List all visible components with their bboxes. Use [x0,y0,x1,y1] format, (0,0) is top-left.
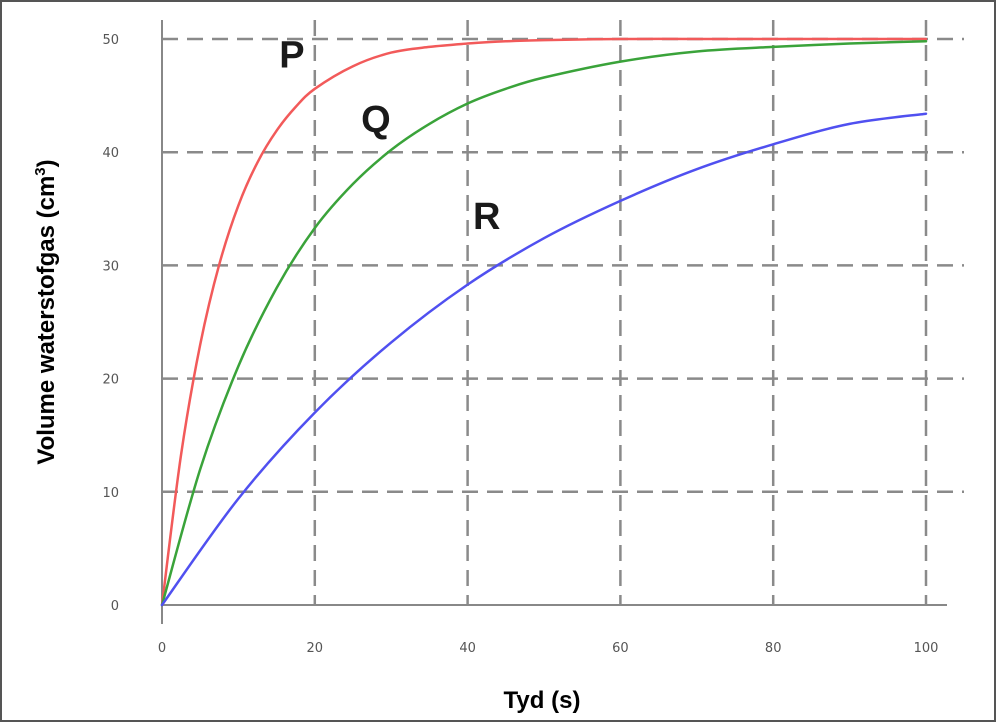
y-tick-label: 10 [102,486,119,501]
curve-label-r: R [473,196,500,238]
y-tick-label: 0 [111,599,119,614]
curve-label-q: Q [361,99,391,141]
curve-label-p: P [279,34,304,76]
x-tick-label: 60 [612,641,629,656]
x-tick-labels: 0 20 40 60 80 100 [158,641,939,656]
x-tick-label: 40 [459,641,476,656]
y-axis-title-superscript: 3 [32,167,49,175]
y-axis-title-close: ) [33,159,60,167]
curve-annotations: P Q R [279,34,500,238]
x-axis-title: Tyd (s) [504,687,581,714]
series-line-r [160,112,928,607]
y-axis-title-main: Volume waterstofgas (cm [33,176,60,465]
x-tick-label: 20 [307,641,324,656]
series-line-p [160,37,928,607]
series-lines [160,37,928,607]
grid-lines [162,20,964,605]
x-tick-label: 80 [765,641,782,656]
y-tick-labels: 0 10 20 30 40 50 [102,33,119,614]
x-tick-label: 100 [914,641,939,656]
series-line-q [160,40,928,607]
y-tick-label: 30 [102,259,119,274]
y-tick-label: 50 [102,33,119,48]
x-tick-label: 0 [158,641,166,656]
y-tick-label: 40 [102,146,119,161]
y-tick-label: 20 [102,373,119,388]
y-axis-title: Volume waterstofgas (cm3) [32,159,60,464]
